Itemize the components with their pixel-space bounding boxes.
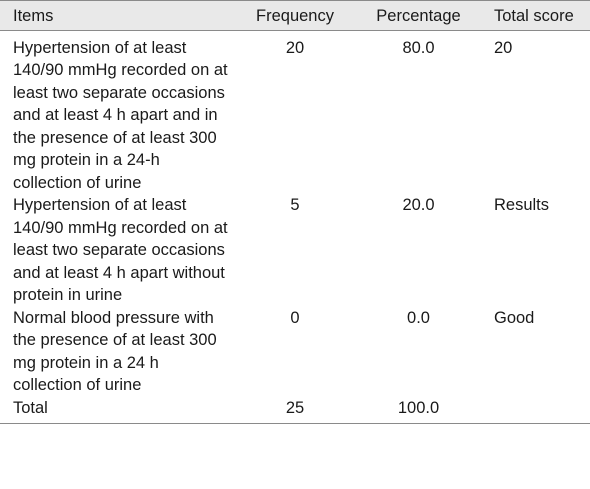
cell-total-score: 20 — [494, 38, 513, 57]
table-body: Hypertension of at least 140/90 mmHg rec… — [0, 30, 590, 424]
cell-total-score: Good — [494, 308, 535, 327]
cell-percentage: 0.0 — [407, 308, 430, 327]
cell-frequency: 5 — [290, 196, 300, 214]
header-items: Items — [0, 0, 239, 31]
cell-percentage: 20.0 — [402, 196, 435, 214]
header-row: Items Frequency Percentage Total score — [0, 0, 590, 31]
table-row: Hypertension of at least 140/90 mmHg rec… — [0, 30, 590, 194]
total-score-cell — [486, 396, 590, 424]
header-percentage: Percentage — [351, 0, 486, 31]
table-row: Normal blood pressure with the presence … — [0, 307, 590, 397]
cell-percentage: 80.0 — [402, 38, 435, 57]
cell-item: Normal blood pressure with the presence … — [13, 308, 217, 395]
table-row: Hypertension of at least 140/90 mmHg rec… — [0, 194, 590, 307]
cell-total-score: Results — [494, 196, 550, 214]
header-frequency: Frequency — [239, 0, 351, 31]
total-label: Total — [0, 396, 239, 424]
total-frequency: 25 — [239, 396, 351, 424]
cell-item: Hypertension of at least 140/90 mmHg rec… — [13, 196, 228, 304]
header-total-score: Total score — [486, 0, 590, 31]
cell-item: Hypertension of at least 140/90 mmHg rec… — [13, 38, 228, 192]
total-percentage: 100.0 — [351, 396, 486, 424]
total-row: Total 25 100.0 — [0, 396, 590, 424]
cell-frequency: 20 — [285, 38, 305, 57]
table-header: Items Frequency Percentage Total score — [0, 0, 590, 31]
cell-frequency: 0 — [290, 308, 300, 327]
data-table: Items Frequency Percentage Total score H… — [0, 0, 590, 424]
